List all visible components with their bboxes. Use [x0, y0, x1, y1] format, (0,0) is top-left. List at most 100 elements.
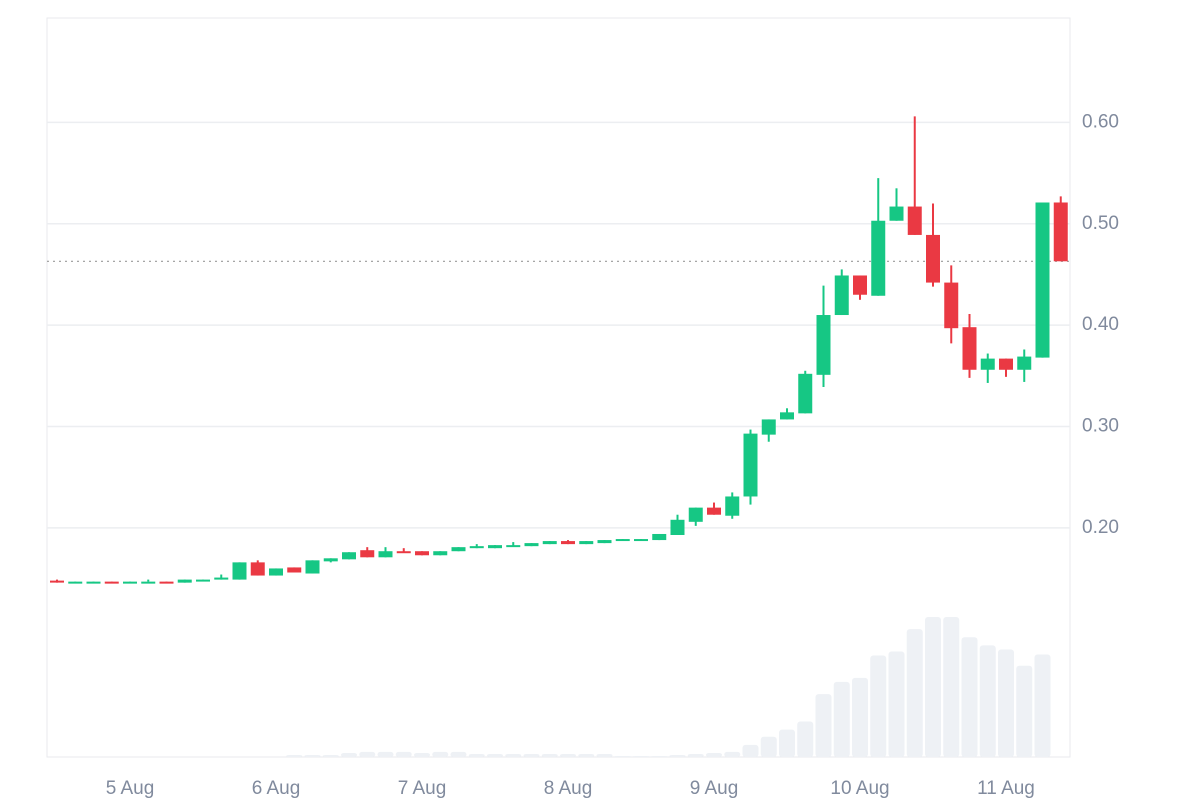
volume-bar: [706, 752, 722, 757]
candle-body: [123, 581, 137, 584]
candle-body: [798, 373, 813, 414]
candle-body: [506, 545, 521, 548]
volume-bar: [359, 751, 376, 757]
volume-bar: [341, 752, 357, 757]
candle-body: [342, 552, 356, 560]
candle-body: [214, 577, 229, 580]
volume-bar: [870, 655, 887, 757]
candle-body: [451, 547, 466, 552]
volume-bar: [414, 752, 430, 757]
volume-bar: [560, 753, 576, 757]
volume-bar: [487, 753, 503, 757]
candle-body: [469, 546, 484, 549]
candle-body: [962, 327, 977, 370]
candle-body: [834, 275, 849, 316]
x-tick-label: 5 Aug: [106, 778, 155, 799]
volume-bar: [669, 754, 686, 757]
volume-bar: [468, 753, 485, 757]
candle-body: [670, 519, 685, 535]
x-tick-label: 11 Aug: [977, 778, 1035, 799]
candle-body: [250, 562, 265, 576]
candle-body: [1017, 356, 1032, 370]
candle-body: [853, 275, 867, 295]
candle-body: [305, 560, 320, 574]
x-tick-label: 9 Aug: [690, 778, 739, 799]
candle-body: [1035, 202, 1050, 358]
candle-body: [980, 358, 995, 370]
volume-bar: [998, 649, 1014, 757]
candle-body: [232, 562, 247, 580]
candle-body: [196, 579, 210, 582]
candle-body: [177, 579, 192, 583]
plot-frame: [46, 17, 1071, 758]
volume-bar: [578, 753, 595, 757]
x-tick-label: 10 Aug: [830, 778, 889, 799]
candle-body: [141, 581, 156, 584]
volume-bar: [450, 751, 467, 757]
volume-bar: [377, 751, 394, 757]
candle-body: [634, 539, 648, 542]
volume-bar: [523, 753, 540, 757]
candle-body: [86, 581, 101, 584]
x-tick-label: 6 Aug: [252, 778, 301, 799]
candle-body: [269, 568, 283, 576]
candle-body: [287, 567, 302, 573]
volume-bar: [596, 753, 613, 757]
candle-body: [944, 282, 959, 329]
volume-bar: [1034, 654, 1051, 757]
candle-body: [707, 507, 721, 515]
volume-bar: [1016, 665, 1033, 757]
candle-body: [652, 533, 667, 541]
volume-bar: [651, 755, 668, 757]
volume-bar: [779, 729, 795, 757]
volume-bar: [760, 736, 777, 757]
volume-bar: [322, 754, 339, 757]
volume-bar: [541, 753, 558, 757]
candle-body: [579, 541, 594, 545]
volume-bar: [852, 677, 868, 757]
volume-bar: [815, 694, 832, 757]
volume-bar: [505, 753, 522, 757]
candle-body: [816, 315, 831, 375]
candle-body: [488, 545, 502, 549]
candle-body: [68, 581, 83, 584]
candle-body: [159, 581, 174, 584]
volume-bar: [943, 617, 960, 757]
candle-body: [761, 419, 776, 435]
y-tick-label: 0.30: [1082, 416, 1119, 437]
candle-body: [597, 540, 612, 544]
y-tick-label: 0.40: [1082, 314, 1119, 335]
candle-body: [561, 541, 575, 545]
volume-bar: [724, 751, 741, 757]
volume-bar: [925, 617, 941, 757]
candle-body: [907, 206, 922, 235]
candle-body: [396, 551, 411, 554]
candle-body: [378, 551, 393, 558]
candle-body: [542, 541, 557, 545]
candle-body: [688, 507, 703, 522]
x-tick-label: 7 Aug: [398, 778, 447, 799]
volume-bar: [614, 755, 631, 757]
volume-bar: [304, 754, 321, 757]
volume-bar: [742, 744, 759, 757]
candle-body: [50, 580, 64, 583]
volume-bar: [395, 751, 412, 757]
y-tick-label: 0.60: [1082, 111, 1119, 132]
candle-body: [615, 539, 630, 542]
candle-body: [433, 551, 448, 556]
candle-body: [780, 412, 794, 420]
candle-body: [926, 234, 940, 283]
volume-bar: [687, 753, 704, 757]
candle-body: [415, 551, 429, 556]
candle-body: [524, 543, 539, 547]
volume-bar: [906, 629, 923, 757]
volume-bar: [961, 637, 978, 757]
candle-body: [871, 220, 886, 296]
volume-bar: [286, 754, 303, 757]
y-tick-label: 0.20: [1082, 517, 1119, 538]
volume-bar: [797, 721, 814, 757]
candle-body: [1053, 202, 1068, 262]
candle-body: [889, 206, 904, 221]
